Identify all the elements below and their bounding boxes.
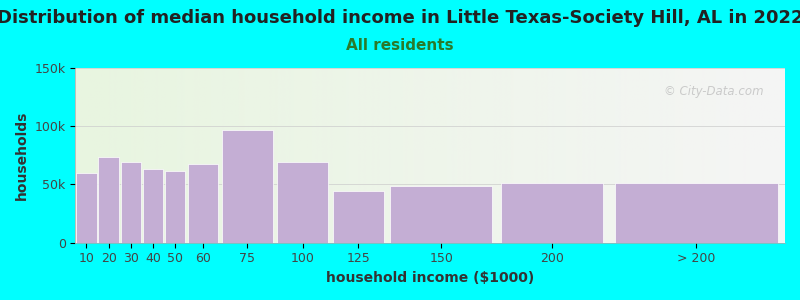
Bar: [98, 157, 119, 243]
X-axis label: household income ($1000): household income ($1000): [326, 271, 534, 285]
Bar: [143, 169, 163, 243]
Text: Distribution of median household income in Little Texas-Society Hill, AL in 2022: Distribution of median household income …: [0, 9, 800, 27]
Text: © City-Data.com: © City-Data.com: [664, 85, 764, 98]
Bar: [188, 164, 218, 243]
Bar: [390, 186, 492, 243]
Bar: [165, 170, 186, 243]
Bar: [614, 183, 778, 243]
Bar: [277, 162, 328, 243]
Bar: [333, 191, 384, 243]
Text: All residents: All residents: [346, 38, 454, 52]
Bar: [222, 130, 273, 243]
Y-axis label: households: households: [15, 111, 29, 200]
Bar: [76, 173, 97, 243]
Bar: [121, 162, 141, 243]
Bar: [501, 183, 603, 243]
